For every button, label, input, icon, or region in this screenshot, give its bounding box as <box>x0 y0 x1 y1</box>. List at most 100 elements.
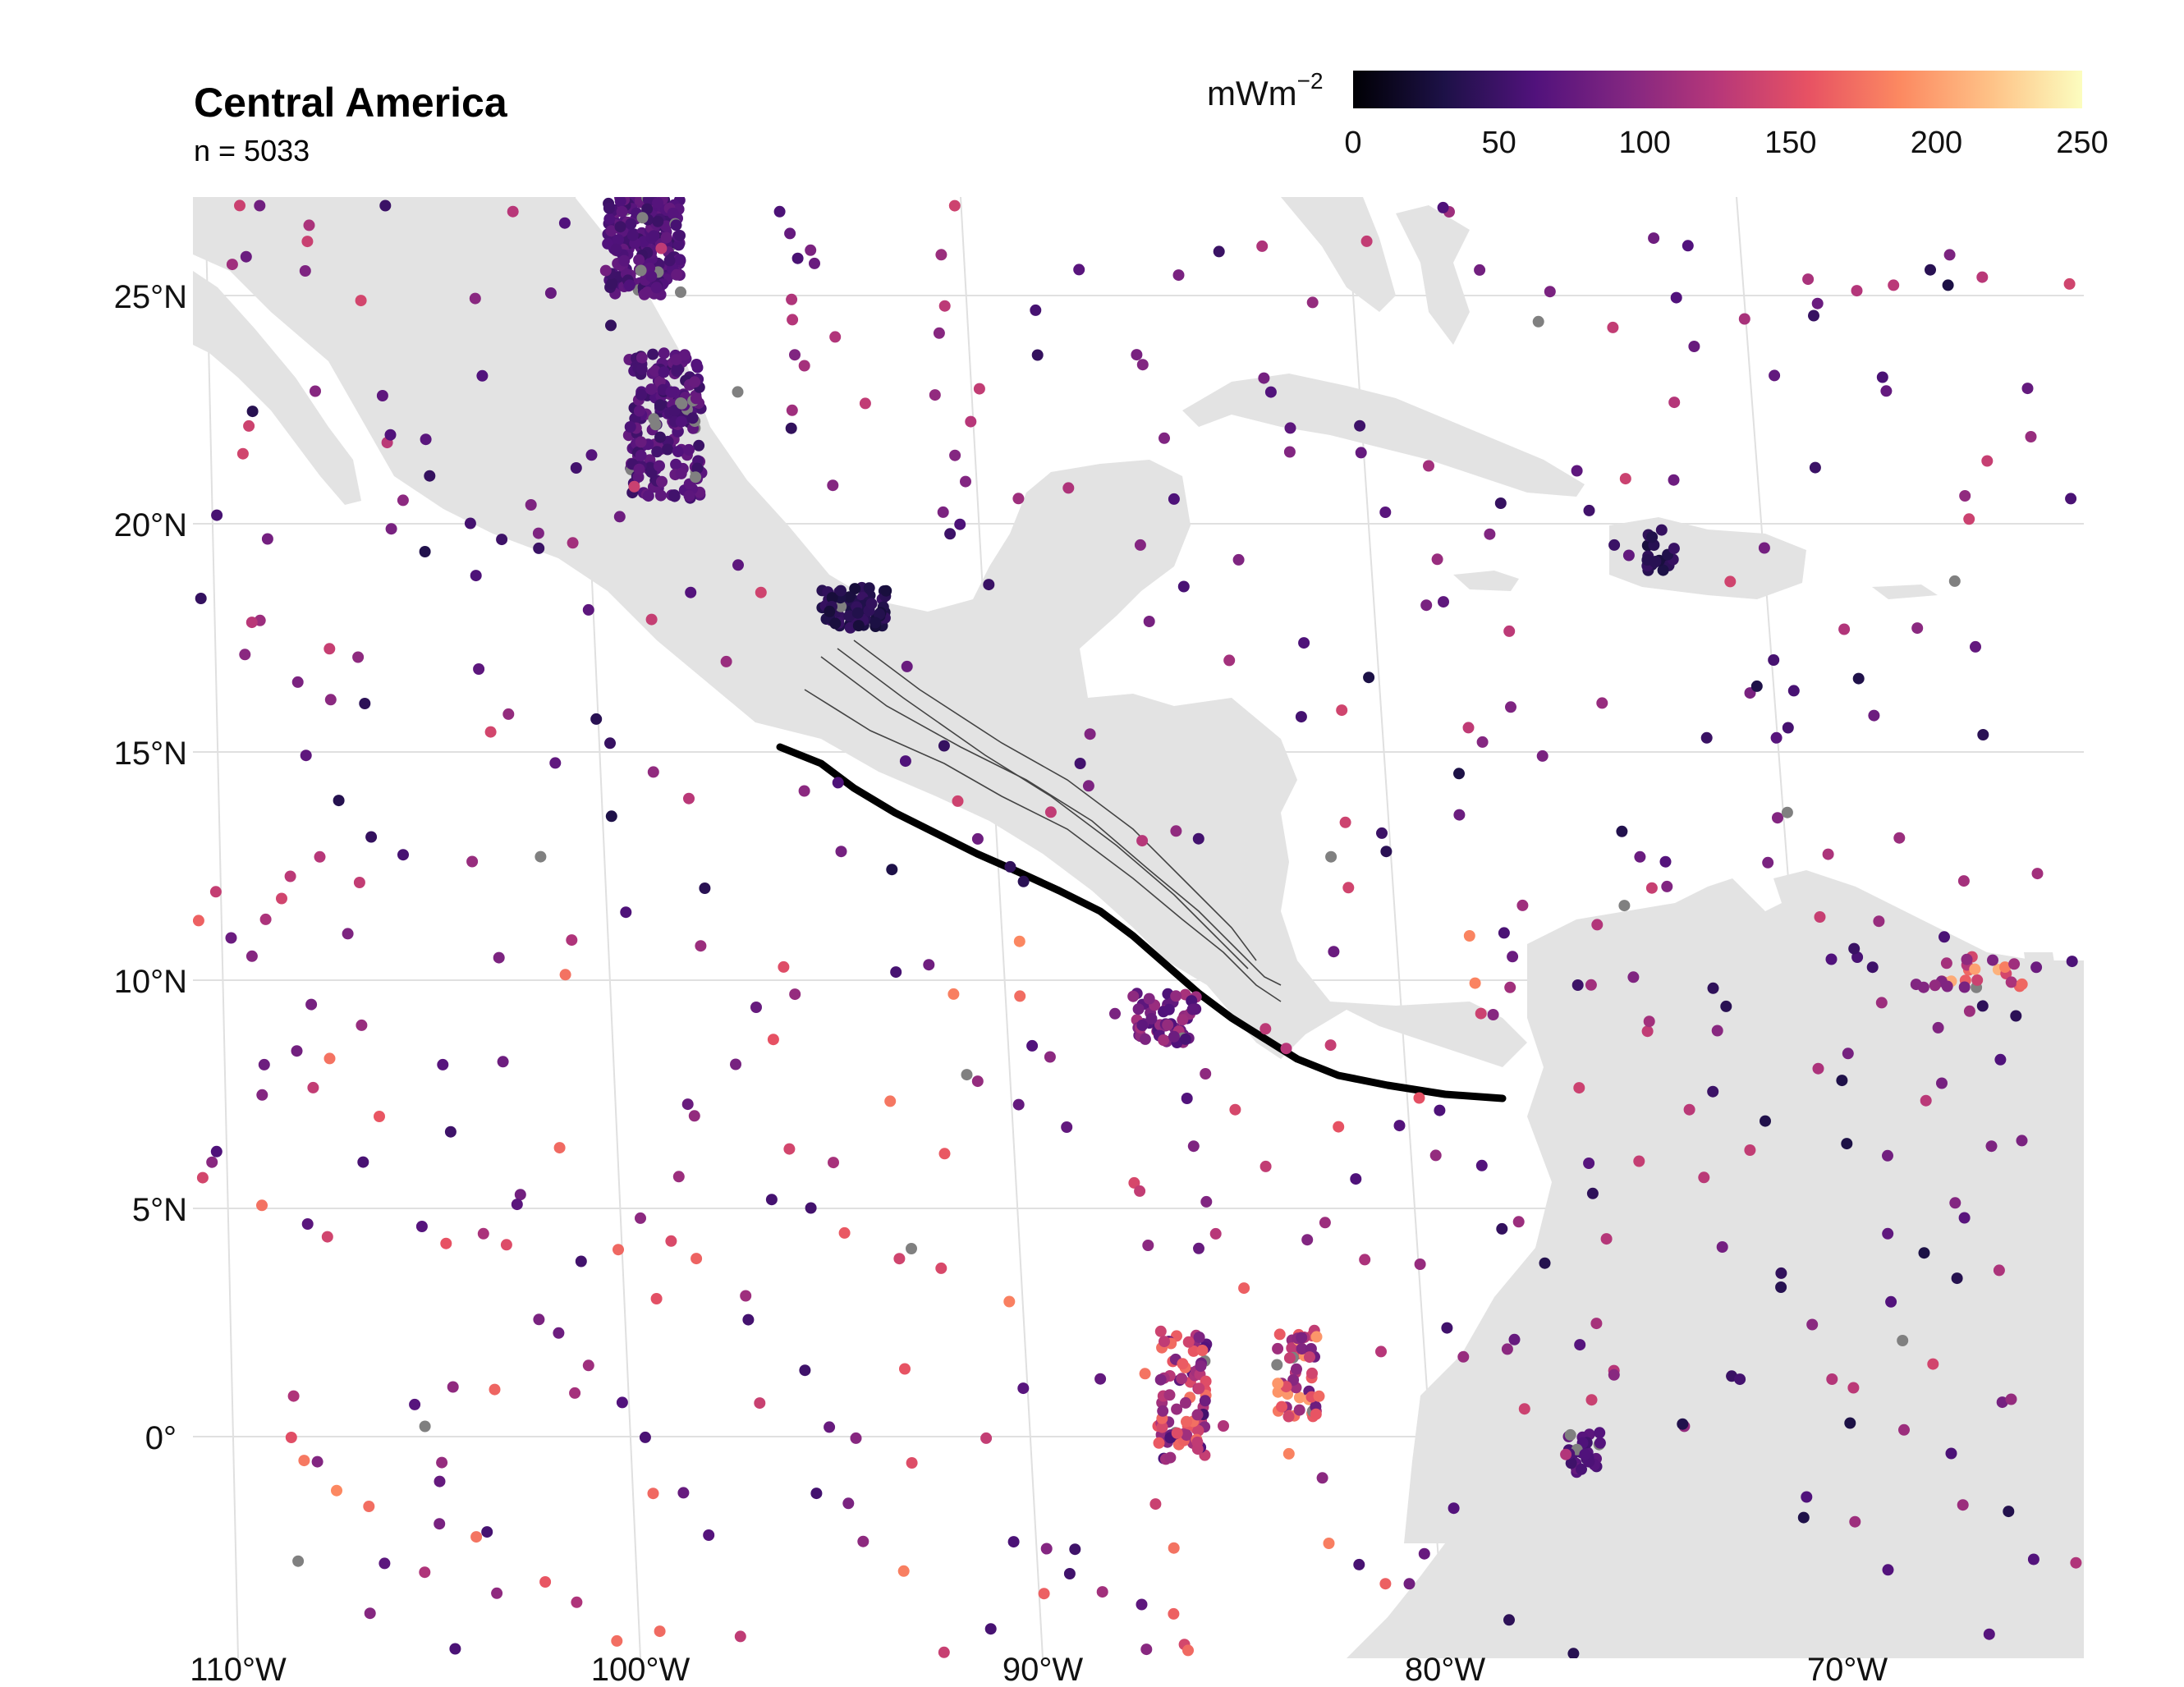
colorbar-tick-label: 0 <box>1344 126 1361 160</box>
heat-flow-point <box>1283 1352 1296 1364</box>
heat-flow-point <box>897 1565 910 1577</box>
heat-flow-point <box>1040 1543 1053 1555</box>
heat-flow-point <box>1734 1373 1746 1386</box>
heat-flow-point <box>2027 1553 2039 1566</box>
heat-flow-point <box>767 1034 779 1046</box>
heat-flow-point <box>1585 979 1597 991</box>
heat-flow-point <box>1463 930 1475 942</box>
heat-flow-point <box>1140 1643 1153 1656</box>
heat-flow-point <box>954 518 966 530</box>
heat-flow-point <box>655 242 668 254</box>
heat-flow-point <box>689 376 701 388</box>
heat-flow-point <box>1957 1499 1969 1511</box>
heat-flow-point <box>436 1456 448 1469</box>
heat-flow-point <box>1536 750 1549 762</box>
heat-flow-point <box>1295 711 1307 723</box>
heat-flow-point <box>1806 1318 1819 1331</box>
heat-flow-point <box>570 462 582 474</box>
heat-flow-point <box>1012 1098 1025 1111</box>
heat-flow-point <box>1283 446 1296 458</box>
heat-flow-point <box>1469 977 1481 989</box>
heat-flow-point <box>604 737 616 750</box>
land-florida <box>1281 197 1396 312</box>
heat-flow-point <box>645 383 658 396</box>
heat-flow-point <box>1296 1343 1308 1355</box>
heat-flow-point <box>636 212 649 224</box>
heat-flow-point <box>1159 432 1170 444</box>
lat-label: 10°N <box>114 964 187 1000</box>
heat-flow-point <box>690 471 702 484</box>
heat-flow-point <box>1171 1427 1183 1439</box>
heat-flow-point <box>195 593 207 604</box>
heat-flow-point <box>1323 1538 1335 1549</box>
heat-flow-point <box>798 785 810 797</box>
heat-flow-point <box>1030 304 1042 316</box>
heat-flow-point <box>298 1455 310 1467</box>
heat-flow-point <box>651 446 663 458</box>
heat-flow-point <box>1911 622 1924 635</box>
heat-flow-point <box>1301 1234 1314 1246</box>
heat-flow-point <box>1848 942 1861 955</box>
heat-flow-point <box>1256 240 1269 252</box>
heat-flow-point <box>685 586 697 598</box>
heat-flow-point <box>1441 1322 1453 1334</box>
heat-flow-point <box>624 421 636 433</box>
heat-flow-point <box>1959 490 1971 502</box>
heat-flow-point <box>1476 736 1489 748</box>
heat-flow-point <box>511 1199 523 1211</box>
heat-flow-point <box>670 354 682 366</box>
heat-flow-point <box>437 1058 449 1070</box>
heat-flow-point <box>1134 539 1146 551</box>
heat-flow-point <box>645 613 658 626</box>
heat-flow-point <box>1775 1281 1787 1293</box>
colorbar-unit: mWm−2 <box>1207 68 1324 112</box>
heat-flow-point <box>1271 1359 1283 1371</box>
heat-flow-point <box>1994 1053 2007 1066</box>
heat-flow-point <box>1716 1241 1728 1253</box>
heat-flow-point <box>1987 954 1998 966</box>
heat-flow-point <box>1594 1437 1606 1449</box>
heat-flow-point <box>691 462 704 474</box>
heat-flow-point <box>2008 958 2021 970</box>
heat-flow-point <box>857 1535 869 1547</box>
heat-flow-point <box>1336 704 1348 717</box>
heat-flow-point <box>481 1526 493 1538</box>
heat-flow-point <box>2016 978 2028 990</box>
heat-flow-point <box>654 460 665 472</box>
heat-flow-point <box>1508 1333 1521 1345</box>
land-mexico-central-america <box>193 197 1527 1067</box>
heat-flow-point <box>662 443 673 456</box>
heat-flow-point <box>2010 1010 2022 1022</box>
heat-flow-point <box>1154 1325 1167 1337</box>
heat-flow-point <box>240 250 252 263</box>
heat-flow-point <box>1209 1227 1222 1240</box>
heat-flow-point <box>1192 1424 1204 1437</box>
heat-flow-point <box>730 1058 741 1070</box>
heat-flow-point <box>553 1142 566 1154</box>
lat-label: 15°N <box>114 736 187 772</box>
heat-flow-point <box>1893 832 1906 844</box>
heat-flow-point <box>300 750 312 762</box>
heat-flow-point <box>1306 1367 1318 1379</box>
heat-flow-point <box>449 1643 461 1655</box>
heat-flow-point <box>311 1455 323 1468</box>
heat-flow-point <box>1179 1033 1191 1045</box>
heat-flow-point <box>496 534 508 546</box>
lat-label: 20°N <box>114 507 187 543</box>
heat-flow-point <box>1014 990 1026 1002</box>
heat-flow-point <box>1600 1233 1613 1245</box>
heat-flow-point <box>720 655 732 667</box>
heat-flow-point <box>1781 806 1793 818</box>
heat-flow-point <box>1149 1498 1162 1511</box>
heat-flow-point <box>2005 976 2017 988</box>
heat-flow-point <box>1438 596 1449 608</box>
heat-flow-point <box>641 203 654 215</box>
heat-flow-point <box>1949 1197 1961 1209</box>
heat-flow-point <box>613 234 624 246</box>
heat-flow-point <box>1836 1075 1848 1087</box>
heat-flow-point <box>675 467 687 479</box>
heat-flow-point <box>1132 1003 1145 1015</box>
heat-flow-point <box>1932 1021 1944 1034</box>
heat-flow-point <box>1457 1350 1470 1363</box>
heat-flow-point <box>365 831 378 843</box>
